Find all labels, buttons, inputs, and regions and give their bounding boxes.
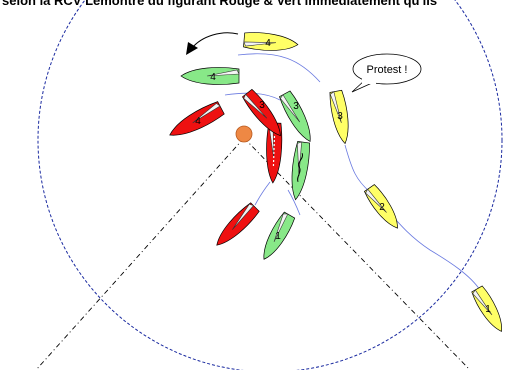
yellow-boat-2: 2 [364,184,398,229]
protest-bubble: Protest ! [351,53,422,93]
green-boat-1-number: 1 [275,231,281,242]
protest-bubble-text: Protest ! [367,64,408,76]
yellow-boat-2-number: 2 [379,202,385,213]
yellow-boat-4: 4 [243,32,299,51]
yellow-boat-4-number: 4 [265,38,271,49]
green-boat-4-number: 4 [210,72,216,83]
track-green-lower [287,189,301,216]
layline-left [35,137,245,370]
green-boat-3: 3 [279,90,311,143]
yellow-boat-3-number: 3 [337,111,343,122]
green-boat-3-number: 3 [293,101,299,112]
zone-circle [37,0,503,370]
track-red-lower [254,181,271,206]
green-boat-1: 1 [263,211,296,260]
rounding-arrow-head [186,42,198,55]
red-boat-3-number: 3 [259,100,265,111]
green-boat-2 [291,141,310,201]
track-yellow-lower [344,144,481,291]
yellow-boat-1-number: 1 [485,304,491,315]
mark-buoy [235,125,253,143]
track-yellow-upper [237,53,321,83]
green-boat-4: 4 [180,67,240,85]
red-boat-4-number: 4 [195,116,201,127]
yellow-boat-3: 3 [329,89,349,145]
caption-text: selon la RCV Lémontre du figurant Rouge … [2,0,438,8]
yellow-boat-1: 1 [471,285,502,332]
red-boat-4: 4 [169,101,225,136]
red-boat-1 [216,202,260,246]
rounding-arrow [191,32,239,49]
red-boat-3: 3 [242,88,281,137]
